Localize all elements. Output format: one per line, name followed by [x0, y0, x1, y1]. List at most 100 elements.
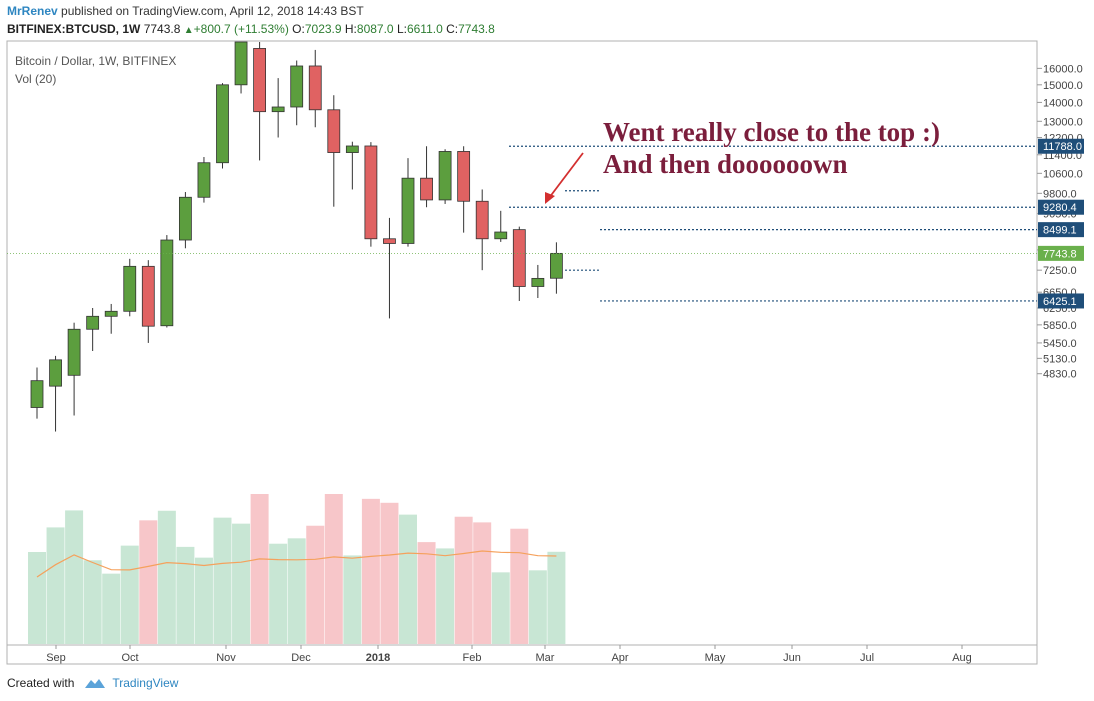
level-price-badge: 11788.0 — [1038, 138, 1084, 154]
y-tick-label: 10600.0 — [1043, 168, 1083, 180]
level-price-badge: 8499.1 — [1038, 222, 1084, 238]
candle[interactable] — [216, 83, 229, 169]
y-tick-label: 14000.0 — [1043, 97, 1083, 109]
volume-bar — [269, 543, 288, 644]
y-tick-label: 13000.0 — [1043, 116, 1083, 128]
annotation-arrow-icon — [545, 152, 584, 204]
svg-text:8499.1: 8499.1 — [1043, 225, 1077, 237]
candle[interactable] — [364, 142, 378, 247]
y-tick-label: 7250.0 — [1043, 265, 1077, 277]
volume-bar — [436, 548, 455, 644]
low-label: L: — [396, 22, 407, 36]
volume-bar — [176, 546, 195, 644]
high-value: 8087.0 — [356, 22, 394, 36]
level-price-badge: 6425.1 — [1038, 293, 1084, 309]
volume-bar — [399, 514, 417, 644]
volume-bar — [510, 528, 529, 644]
time-axis[interactable]: Sep Oct Nov Dec 2018 Feb Mar Apr May Jun Jul Aug — [46, 645, 972, 664]
tradingview-link[interactable]: TradingView — [112, 676, 179, 690]
volume-bar — [139, 520, 158, 644]
candle[interactable] — [457, 146, 471, 233]
candle[interactable] — [401, 158, 415, 247]
candle[interactable] — [123, 258, 137, 317]
candle[interactable] — [345, 141, 359, 190]
volume-bar — [250, 494, 269, 644]
x-tick-label: May — [705, 652, 726, 664]
y-tick-label: 5130.0 — [1043, 353, 1077, 365]
y-tick-label: 9800.0 — [1043, 188, 1077, 200]
candle[interactable] — [141, 260, 155, 343]
level-price-badge: 9280.4 — [1038, 199, 1084, 215]
annotation-line-2: And then doooooown — [603, 149, 848, 179]
x-tick-label: Mar — [536, 652, 555, 664]
volume-bar — [324, 494, 343, 644]
candle[interactable] — [86, 308, 100, 352]
candle[interactable] — [494, 210, 508, 242]
price-axis[interactable]: 16000.015000.014000.013000.012200.011400… — [1037, 63, 1084, 381]
candle[interactable] — [30, 367, 44, 419]
created-with-text: Created with — [7, 676, 75, 690]
candle[interactable] — [420, 146, 433, 208]
up-triangle-icon: ▲ — [183, 25, 194, 36]
candle[interactable] — [178, 192, 192, 249]
candle[interactable] — [197, 157, 211, 203]
tradingview-logo-icon[interactable] — [84, 676, 106, 690]
volume-ma-line — [36, 550, 557, 578]
volume-bar — [83, 560, 102, 644]
volume-bar — [46, 527, 65, 644]
volume-bar — [473, 522, 492, 644]
svg-text:6425.1: 6425.1 — [1043, 296, 1077, 308]
symbol-info-bar: BITFINEX:BTCUSD, 1W 7743.8 ▲+800.7 (+11.… — [7, 22, 495, 36]
candle[interactable] — [512, 226, 526, 301]
volume-bar — [157, 510, 176, 644]
low-value: 6611.0 — [406, 22, 443, 36]
candle[interactable] — [160, 235, 174, 328]
x-tick-label: Jul — [860, 652, 874, 664]
x-tick-label: 2018 — [366, 652, 390, 664]
publish-info: MrRenev published on TradingView.com, Ap… — [7, 4, 364, 18]
volume-bar — [417, 542, 436, 644]
candles-layer — [30, 41, 563, 432]
candle[interactable] — [253, 42, 267, 161]
y-tick-label: 5450.0 — [1043, 338, 1077, 350]
volume-bar — [491, 572, 510, 644]
svg-text:7743.8: 7743.8 — [1043, 248, 1077, 260]
x-tick-label: Oct — [121, 652, 138, 664]
candle[interactable] — [475, 189, 489, 271]
y-tick-label: 4830.0 — [1043, 369, 1077, 381]
y-tick-label: 15000.0 — [1043, 80, 1083, 92]
candle[interactable] — [327, 95, 341, 207]
candle[interactable] — [49, 355, 62, 432]
close-label: C: — [446, 22, 459, 36]
candle[interactable] — [308, 49, 322, 128]
candle[interactable] — [67, 322, 81, 416]
volume-legend: Vol (20) — [15, 72, 56, 86]
author-name[interactable]: MrRenev — [7, 4, 58, 18]
candle[interactable] — [438, 149, 452, 204]
chart-title: Bitcoin / Dollar, 1W, BITFINEX — [15, 54, 176, 68]
candle[interactable] — [234, 41, 248, 94]
volume-bar — [213, 517, 232, 644]
candle[interactable] — [383, 217, 396, 319]
svg-text:9280.4: 9280.4 — [1043, 202, 1077, 214]
price-chart[interactable]: 16000.015000.014000.013000.012200.011400… — [0, 40, 1094, 666]
volume-bar — [102, 573, 121, 644]
svg-text:11788.0: 11788.0 — [1043, 141, 1082, 153]
candle[interactable] — [290, 60, 304, 126]
volume-bar — [343, 555, 362, 644]
volume-bar — [232, 523, 251, 644]
open-label: O: — [292, 22, 305, 36]
candle[interactable] — [271, 78, 285, 138]
x-tick-label: Apr — [611, 652, 628, 664]
x-tick-label: Sep — [46, 652, 66, 664]
footer: Created with TradingView — [7, 676, 178, 690]
x-tick-label: Dec — [291, 652, 311, 664]
symbol-label: BITFINEX:BTCUSD, 1W — [7, 22, 141, 36]
x-tick-label: Aug — [952, 652, 972, 664]
annotation-line-1: Went really close to the top :) — [603, 117, 940, 147]
close-value: 7743.8 — [458, 22, 495, 36]
volume-bar — [287, 538, 306, 644]
volume-bar — [28, 552, 46, 644]
candle[interactable] — [531, 264, 545, 299]
candle[interactable] — [104, 303, 118, 334]
